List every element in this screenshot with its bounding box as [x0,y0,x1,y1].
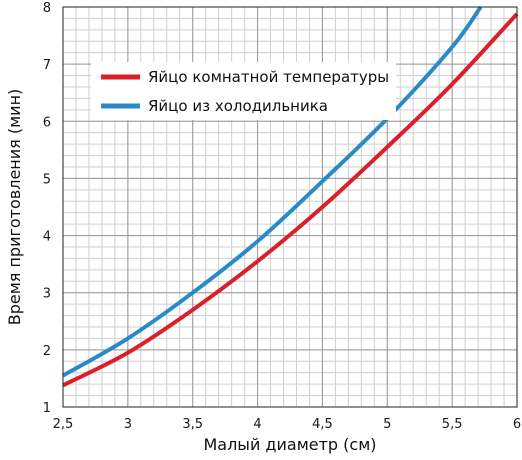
y-tick-label: 3 [43,287,51,302]
y-tick-label: 6 [43,115,51,130]
series-line-fridge [62,5,483,378]
legend-label-room-temp: Яйцо комнатной температуры [148,68,389,86]
x-tick-label: 3 [124,417,132,432]
y-tick-label: 2 [43,344,51,359]
y-tick-label: 5 [43,172,51,187]
legend-label-fridge: Яйцо из холодильника [148,97,328,115]
plot-frame [62,6,518,408]
y-tick-label: 8 [43,1,51,16]
x-tick-label: 6 [513,417,521,432]
series-layer [62,5,519,388]
series-line-room-temp [62,12,519,388]
y-tick-label: 4 [43,230,51,245]
y-tick-label: 7 [43,58,51,73]
x-tick-label: 5,5 [442,417,463,432]
x-tick-label: 2,5 [53,417,74,432]
legend-background [91,62,396,120]
y-axis-title: Время приготовления (мин) [5,89,24,326]
x-tick-label: 4,5 [312,417,333,432]
x-axis-title: Малый диаметр (см) [203,435,376,454]
y-tick-labels: 1 2 3 4 5 6 7 8 [43,1,51,416]
x-tick-label: 3,5 [182,417,203,432]
x-tick-labels: 2,5 3 3,5 4 4,5 5 5,5 6 [53,417,521,432]
x-tick-label: 4 [253,417,261,432]
x-tick-label: 5 [383,417,391,432]
y-tick-label: 1 [43,401,51,416]
legend: Яйцо комнатной температуры Яйцо из холод… [91,62,396,120]
